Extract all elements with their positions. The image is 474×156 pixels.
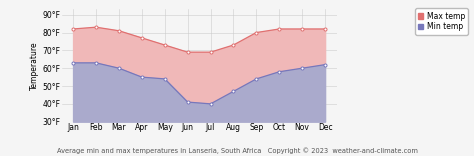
Text: Average min and max temperatures in Lanseria, South Africa   Copyright © 2023  w: Average min and max temperatures in Lans… (56, 148, 418, 154)
Y-axis label: Temperature: Temperature (30, 41, 39, 90)
Legend: Max temp, Min temp: Max temp, Min temp (415, 8, 468, 34)
